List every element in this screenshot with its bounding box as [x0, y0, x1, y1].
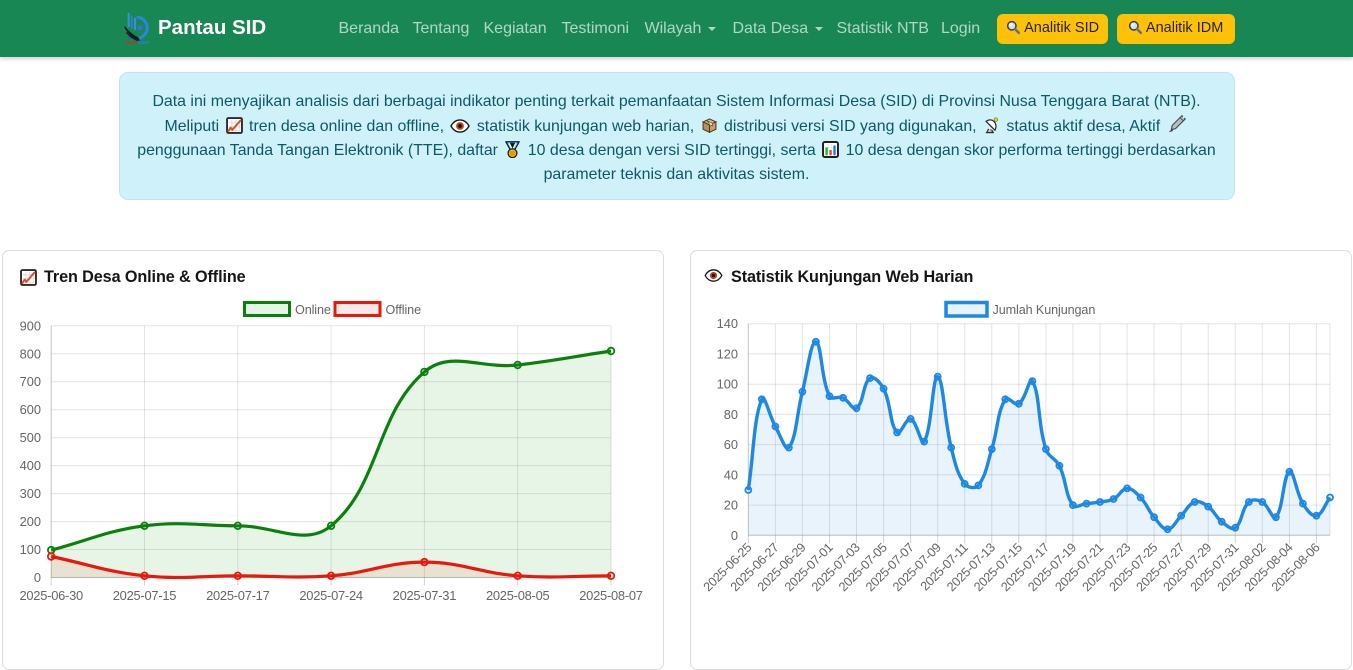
svg-text:2025-07-24: 2025-07-24 — [299, 588, 363, 603]
svg-text:Offline: Offline — [386, 303, 422, 317]
svg-text:Jumlah Kunjungan: Jumlah Kunjungan — [993, 303, 1096, 317]
svg-text:80: 80 — [724, 407, 738, 422]
svg-text:300: 300 — [20, 486, 41, 501]
svg-text:100: 100 — [717, 377, 738, 392]
svg-text:DESA: DESA — [125, 40, 138, 45]
svg-text:20: 20 — [724, 498, 738, 513]
svg-text:2025-06-30: 2025-06-30 — [19, 588, 83, 603]
svg-text:200: 200 — [20, 514, 41, 529]
svg-text:400: 400 — [20, 458, 41, 473]
svg-text:2025-07-15: 2025-07-15 — [113, 588, 177, 603]
svg-text:900: 900 — [20, 318, 41, 333]
svg-text:2025-08-07: 2025-08-07 — [579, 588, 643, 603]
svg-text:2025-08-05: 2025-08-05 — [486, 588, 550, 603]
svg-text:100: 100 — [20, 542, 41, 557]
svg-text:2025-07-31: 2025-07-31 — [393, 588, 457, 603]
svg-text:500: 500 — [20, 430, 41, 445]
svg-text:2025-07-17: 2025-07-17 — [206, 588, 270, 603]
svg-text:600: 600 — [20, 402, 41, 417]
svg-text:700: 700 — [20, 374, 41, 389]
svg-text:140: 140 — [717, 316, 738, 331]
svg-text:0: 0 — [731, 528, 738, 543]
svg-text:Online: Online — [295, 303, 331, 317]
svg-text:120: 120 — [717, 346, 738, 361]
svg-text:40: 40 — [724, 467, 738, 482]
svg-text:0: 0 — [34, 570, 41, 585]
svg-text:800: 800 — [20, 346, 41, 361]
svg-text:60: 60 — [724, 437, 738, 452]
svg-text:SMART: SMART — [138, 40, 149, 45]
